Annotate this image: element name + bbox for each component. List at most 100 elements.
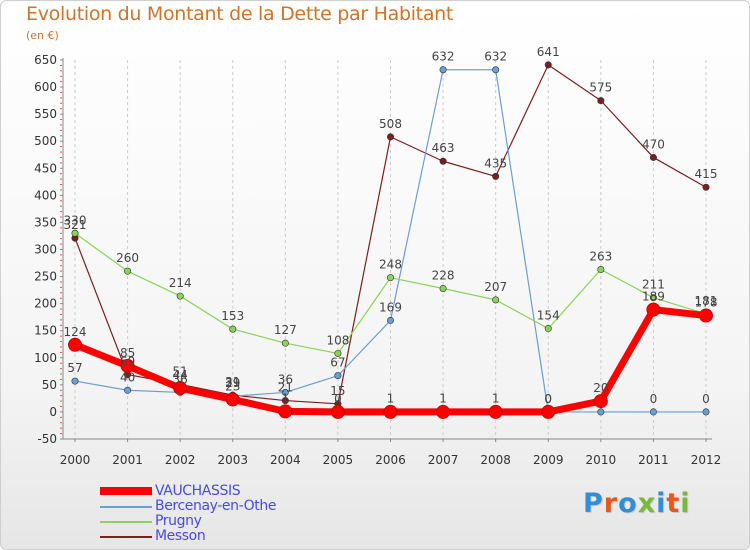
data-label: 0 xyxy=(650,392,658,406)
data-point xyxy=(593,394,608,409)
x-tick-label: 2011 xyxy=(638,453,669,467)
data-point xyxy=(225,392,240,407)
data-point xyxy=(281,397,289,405)
data-label: 57 xyxy=(67,361,82,375)
legend-swatch-prugny xyxy=(100,521,152,523)
data-point xyxy=(386,316,394,324)
legend-label-bercenay: Bercenay-en-Othe xyxy=(155,498,277,514)
data-label: 263 xyxy=(589,250,612,264)
data-point xyxy=(597,97,605,105)
x-tick-label: 2010 xyxy=(586,453,617,467)
y-tick-label: 150 xyxy=(34,324,57,338)
data-point xyxy=(597,408,605,416)
data-point xyxy=(386,274,394,282)
data-label: 36 xyxy=(278,372,293,386)
x-tick-label: 2004 xyxy=(270,453,301,467)
data-point xyxy=(492,66,500,74)
data-label: 154 xyxy=(537,309,560,323)
x-tick-label: 2003 xyxy=(217,453,248,467)
data-label: 153 xyxy=(221,309,244,323)
y-tick-label: 350 xyxy=(34,215,57,229)
data-label: 108 xyxy=(326,333,349,347)
data-point xyxy=(436,404,451,419)
data-label: 31 xyxy=(225,375,240,389)
data-point xyxy=(334,372,342,380)
data-label: 0 xyxy=(544,392,552,406)
y-tick-label: 500 xyxy=(34,134,57,148)
y-tick-label: 600 xyxy=(34,80,57,94)
data-label: 181 xyxy=(695,294,718,308)
data-point xyxy=(330,404,345,419)
data-label: 1 xyxy=(387,391,395,405)
data-label: 178 xyxy=(695,296,718,310)
x-tick-label: 2007 xyxy=(428,453,459,467)
data-label: 44 xyxy=(173,368,188,382)
data-label: 15 xyxy=(330,384,345,398)
data-point xyxy=(541,404,556,419)
data-point xyxy=(492,172,500,180)
y-tick-label: 400 xyxy=(34,188,57,202)
x-tick-label: 2008 xyxy=(480,453,511,467)
legend-swatch-messon xyxy=(100,536,152,538)
data-point xyxy=(597,266,605,274)
data-point xyxy=(120,358,135,373)
data-label: 260 xyxy=(116,251,139,265)
x-tick-label: 2005 xyxy=(323,453,354,467)
data-label: 40 xyxy=(120,370,135,384)
data-point xyxy=(649,294,657,302)
x-tick-label: 2006 xyxy=(375,453,406,467)
x-tick-label: 2009 xyxy=(533,453,564,467)
data-label: 0 xyxy=(702,392,710,406)
data-label: 632 xyxy=(484,50,507,64)
data-label: 211 xyxy=(642,278,665,292)
data-point xyxy=(334,349,342,357)
y-tick-label: -50 xyxy=(37,432,57,446)
data-label: 127 xyxy=(274,323,297,337)
y-tick-label: 50 xyxy=(42,378,57,392)
proxiti-logo: Proxiti xyxy=(583,488,691,519)
data-label: 435 xyxy=(484,156,507,170)
data-point xyxy=(386,133,394,141)
logo-letter: P xyxy=(583,488,604,519)
y-tick-label: 550 xyxy=(34,107,57,121)
data-point xyxy=(71,377,79,385)
legend-label-messon: Messon xyxy=(155,528,206,544)
logo-letter: i xyxy=(656,488,667,519)
data-label: 169 xyxy=(379,300,402,314)
data-label: 29 xyxy=(225,376,240,390)
y-tick-label: 250 xyxy=(34,270,57,284)
logo-letter: x xyxy=(637,488,657,519)
data-label: 124 xyxy=(64,325,87,339)
data-point xyxy=(281,339,289,347)
data-point xyxy=(544,325,552,333)
logo-letter: o xyxy=(618,488,638,519)
data-label: 1 xyxy=(492,391,500,405)
data-point xyxy=(229,325,237,333)
data-label: 470 xyxy=(642,137,665,151)
data-label: 85 xyxy=(120,346,135,360)
data-label: 248 xyxy=(379,258,402,272)
data-label: 330 xyxy=(64,213,87,227)
data-point xyxy=(702,408,710,416)
data-point xyxy=(649,408,657,416)
data-label: 21 xyxy=(278,381,293,395)
data-point xyxy=(649,153,657,161)
data-point xyxy=(71,229,79,237)
logo-letter: r xyxy=(603,488,619,519)
y-tick-label: 100 xyxy=(34,351,57,365)
data-label: 69 xyxy=(120,355,135,369)
data-label: 67 xyxy=(330,356,345,370)
data-point xyxy=(492,296,500,304)
data-label: 214 xyxy=(169,276,192,290)
y-tick-label: 300 xyxy=(34,243,57,257)
data-label: 575 xyxy=(589,81,612,95)
data-point xyxy=(383,404,398,419)
data-label: 189 xyxy=(642,290,665,304)
x-tick-label: 2000 xyxy=(60,453,91,467)
data-point xyxy=(646,302,661,317)
data-point xyxy=(439,157,447,165)
data-label: 508 xyxy=(379,117,402,131)
data-label: 321 xyxy=(64,218,87,232)
legend-swatch-vauchassis xyxy=(100,487,152,495)
